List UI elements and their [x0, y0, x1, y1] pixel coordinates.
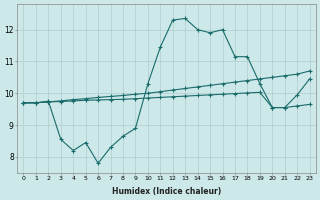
X-axis label: Humidex (Indice chaleur): Humidex (Indice chaleur) [112, 187, 221, 196]
